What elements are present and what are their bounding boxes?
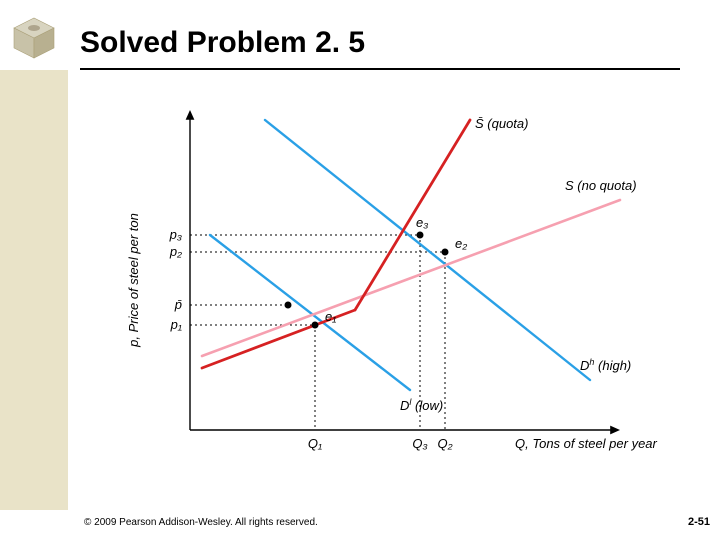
curve-label-D_high: Dh (high) [580,357,631,373]
title-underline [80,68,680,70]
x-tick: Q₃ [412,436,427,451]
curve-label-S_bar_quota_high: S̄ (quota) [475,116,528,131]
point-pbar_pt [285,302,292,309]
curve-D_high [265,120,590,380]
chart: Dl (low) Dh (high) S (no quota) S̄ (quota) p… [120,90,680,480]
curve-D_low [210,235,410,390]
point-label-e2: e₂ [455,236,467,251]
x-tick: Q₂ [437,436,452,451]
decor-cube [6,6,64,64]
y-tick: p₃ [169,227,182,242]
point-e1 [312,322,319,329]
y-axis-label: p, Price of steel per ton [126,213,141,348]
curve-label-D_low: Dl (low) [400,397,443,413]
curve-S_bar_quota_high [355,120,470,310]
x-axis-label: Q, Tons of steel per year [515,436,658,451]
curve-label-S_no_quota: S (no quota) [565,178,637,193]
copyright: © 2009 Pearson Addison-Wesley. All right… [84,517,318,528]
point-e3 [417,232,424,239]
x-tick: Q₁ [308,436,322,451]
point-label-e1: e₁ [325,309,336,324]
slide-title: Solved Problem 2. 5 [80,26,365,60]
y-tick: p₂ [169,244,182,259]
y-tick: p̄ [174,297,182,312]
page-number: 2-51 [688,516,710,528]
y-tick: p₁ [170,317,182,332]
left-stripe [0,70,68,510]
point-e2 [442,249,449,256]
point-label-e3: e₃ [416,215,428,230]
